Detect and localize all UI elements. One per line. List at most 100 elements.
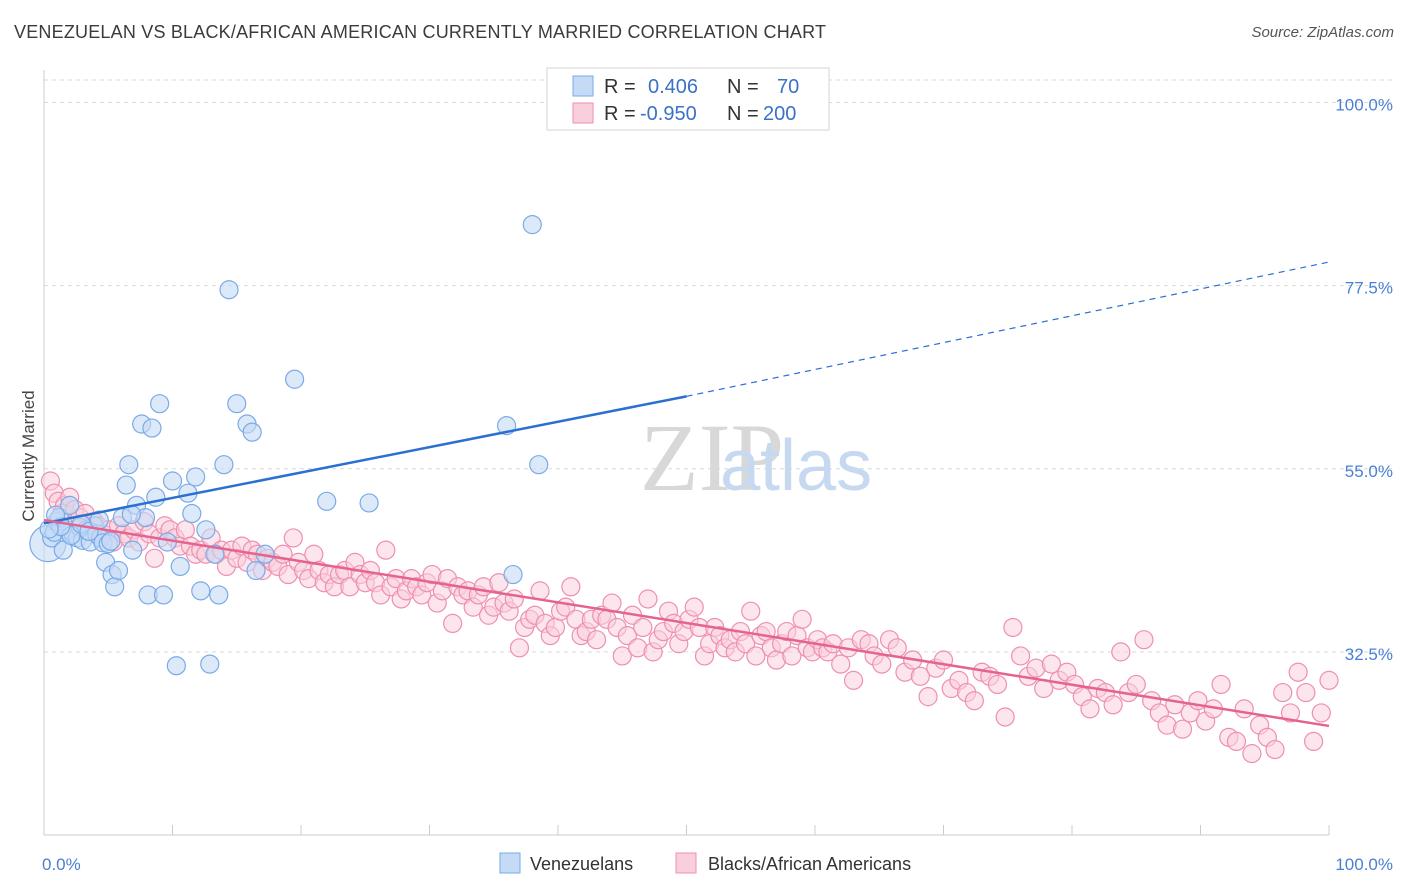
data-point-blacks	[987, 674, 1008, 695]
data-point-venezuelans	[116, 475, 136, 495]
data-point-blacks	[843, 670, 864, 690]
data-point-venezuelans	[246, 560, 266, 581]
data-point-venezuelans	[317, 491, 337, 511]
series-blacks-points	[40, 471, 1339, 764]
data-point-venezuelans	[153, 585, 174, 605]
data-point-blacks	[1273, 682, 1293, 703]
legend-r-value-1: 0.406	[648, 76, 698, 98]
data-point-blacks	[561, 577, 581, 597]
data-point-venezuelans	[170, 556, 190, 577]
data-point-blacks	[736, 634, 756, 654]
y-tick-label: 32.5%	[1345, 645, 1393, 664]
data-point-venezuelans	[359, 493, 379, 513]
data-point-venezuelans	[284, 369, 305, 389]
watermark-zip: ZIP	[640, 404, 784, 511]
y-tick-label: 77.5%	[1345, 279, 1393, 298]
data-point-blacks	[964, 691, 984, 711]
data-point-blacks	[910, 666, 930, 686]
data-point-venezuelans	[227, 394, 247, 414]
y-tick-label: 55.0%	[1345, 462, 1393, 481]
watermark-atlas: atlas	[720, 426, 872, 506]
bottom-legend-label-venezuelans: Venezuelans	[530, 854, 633, 874]
y-tick-label: 100.0%	[1335, 96, 1393, 115]
data-point-venezuelans	[186, 467, 206, 487]
data-point-venezuelans	[123, 540, 143, 560]
data-point-blacks	[782, 646, 802, 666]
legend-swatch-pink	[572, 102, 594, 124]
data-point-blacks	[1080, 699, 1100, 719]
data-point-blacks	[1234, 699, 1254, 719]
source-label: Source: ZipAtlas.com	[1251, 24, 1394, 41]
data-point-venezuelans	[191, 581, 211, 601]
data-point-venezuelans	[162, 471, 183, 491]
chart-title: VENEZUELAN VS BLACK/AFRICAN AMERICAN CUR…	[14, 22, 827, 42]
data-point-venezuelans	[209, 585, 229, 605]
data-point-blacks	[831, 654, 851, 674]
trend-line-blacks	[43, 518, 1330, 728]
data-point-blacks	[1303, 731, 1324, 752]
data-point-venezuelans	[142, 418, 162, 438]
data-point-blacks	[887, 638, 907, 658]
data-point-blacks	[792, 609, 812, 629]
data-point-blacks	[586, 630, 607, 650]
data-point-blacks	[1134, 630, 1154, 650]
data-point-blacks	[1280, 703, 1301, 723]
data-point-venezuelans	[166, 656, 186, 676]
legend-n-label-1: N =	[727, 76, 759, 98]
data-point-venezuelans	[503, 564, 523, 585]
data-point-blacks	[530, 581, 550, 601]
data-point-blacks	[1288, 662, 1308, 682]
data-point-blacks	[1211, 674, 1231, 695]
data-point-blacks	[1041, 654, 1062, 674]
legend-n-value-1: 70	[777, 76, 799, 98]
data-point-blacks	[1103, 695, 1123, 715]
data-point-blacks	[1010, 646, 1031, 666]
data-point-venezuelans	[108, 560, 129, 581]
legend-r-label-2: R =	[604, 103, 636, 125]
data-point-blacks	[283, 528, 303, 548]
stats-legend: R = 0.406 N = 70 R = -0.950 N = 200	[546, 67, 830, 131]
bottom-legend-swatch-blue	[499, 852, 521, 874]
x-tick-labels: 0.0% 100.0%	[42, 855, 1393, 874]
data-point-blacks	[1242, 744, 1262, 764]
data-point-blacks	[545, 617, 566, 638]
series-legend: Venezuelans Blacks/African Americans	[499, 852, 911, 874]
data-point-venezuelans	[196, 520, 216, 540]
data-point-blacks	[918, 687, 938, 707]
data-point-venezuelans	[119, 455, 139, 475]
data-point-blacks	[304, 544, 324, 564]
data-point-venezuelans	[150, 394, 170, 414]
x-tick-label-start: 0.0%	[42, 855, 81, 874]
data-point-blacks	[144, 548, 165, 568]
data-point-venezuelans	[105, 577, 125, 597]
data-point-blacks	[684, 597, 704, 617]
data-point-venezuelans	[200, 654, 220, 674]
data-point-blacks	[612, 646, 632, 666]
data-point-blacks	[995, 707, 1015, 727]
data-point-blacks	[443, 613, 463, 634]
data-point-venezuelans	[214, 455, 234, 475]
data-point-venezuelans	[60, 495, 80, 515]
trend-line-venezuelans	[43, 395, 687, 525]
data-point-blacks	[633, 617, 653, 638]
data-point-blacks	[741, 601, 761, 621]
bottom-legend-label-blacks: Blacks/African Americans	[708, 854, 911, 874]
legend-n-label-2: N =	[727, 103, 759, 125]
data-point-blacks	[1319, 670, 1339, 690]
data-point-blacks	[746, 646, 766, 666]
data-point-venezuelans	[182, 503, 202, 524]
trend-line-venezuelans-extension	[686, 261, 1330, 397]
y-axis-title: Currently Married	[19, 390, 38, 521]
trend-lines	[43, 261, 1330, 728]
x-tick-label-end: 100.0%	[1335, 855, 1393, 874]
data-point-blacks	[509, 638, 530, 658]
data-point-venezuelans	[522, 215, 542, 235]
series-venezuelans-points	[29, 215, 549, 676]
data-point-blacks	[1172, 719, 1193, 739]
data-point-blacks	[1265, 739, 1285, 760]
stats-legend-box	[546, 67, 830, 131]
data-point-blacks	[1111, 642, 1131, 662]
legend-r-label-1: R =	[604, 76, 636, 98]
data-point-blacks	[1311, 703, 1331, 723]
